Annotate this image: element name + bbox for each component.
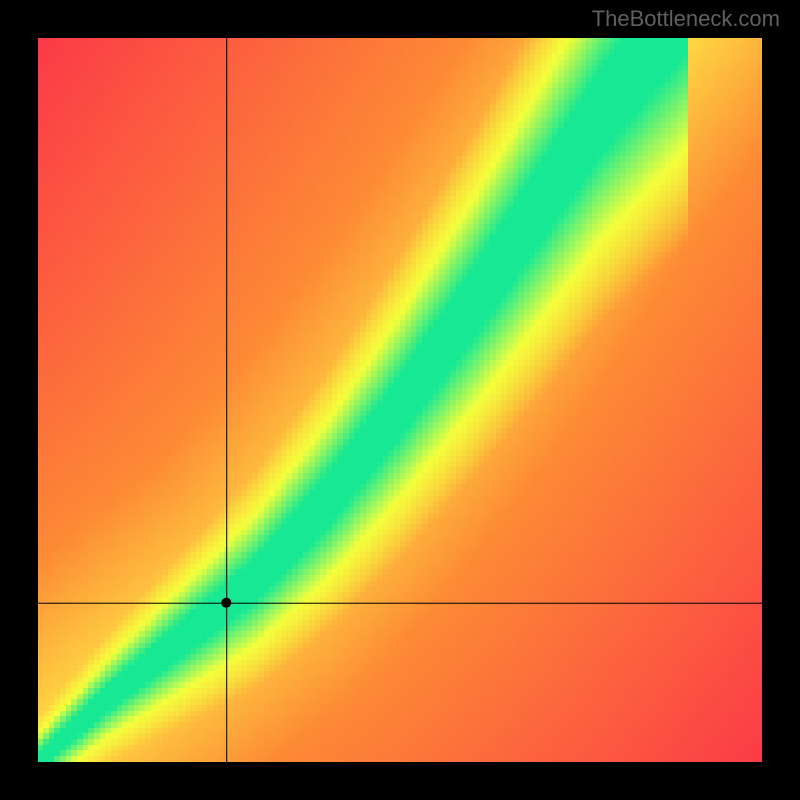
watermark-text: TheBottleneck.com <box>592 6 780 32</box>
heatmap-canvas <box>38 38 762 762</box>
plot-area <box>38 38 762 762</box>
figure-container: TheBottleneck.com <box>0 0 800 800</box>
